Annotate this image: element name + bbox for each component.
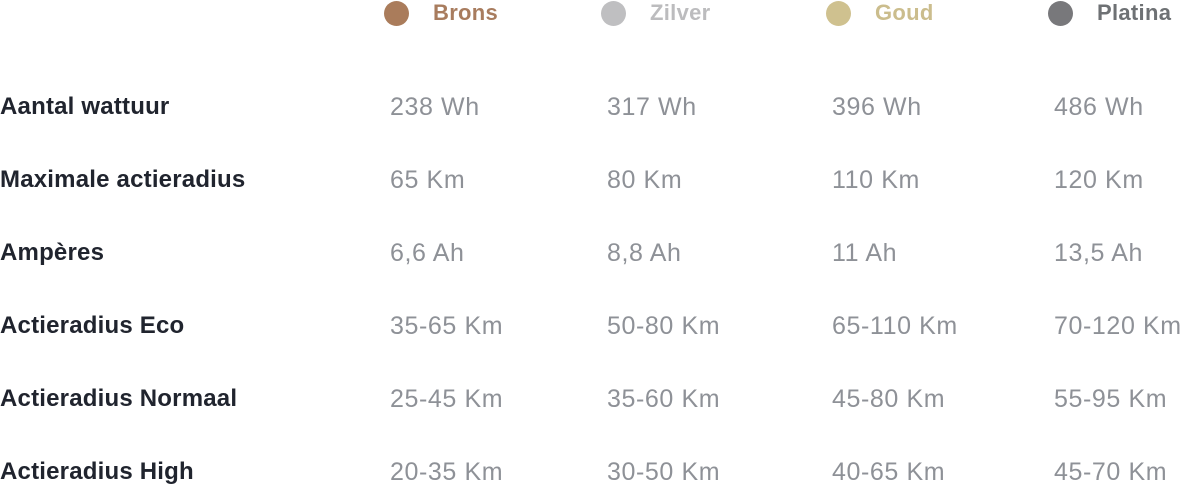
column-header-brons: Brons bbox=[384, 0, 607, 26]
cell-value: 13,5 Ah bbox=[1054, 238, 1144, 267]
table-row-actieradius-high: Actieradius High 20-35 Km 30-50 Km 40-65… bbox=[0, 454, 1200, 487]
table-row-aantal-wattuur: Aantal wattuur 238 Wh 317 Wh 396 Wh 486 … bbox=[0, 89, 1200, 125]
cell-value: 110 Km bbox=[832, 165, 920, 194]
table-row-amperes: Ampères 6,6 Ah 8,8 Ah 11 Ah 13,5 Ah bbox=[0, 235, 1200, 271]
column-header-zilver: Zilver bbox=[601, 0, 832, 26]
row-label: Actieradius High bbox=[0, 458, 194, 485]
cell-value: 80 Km bbox=[607, 165, 683, 194]
row-label: Actieradius Normaal bbox=[0, 385, 238, 412]
cell-value: 70-120 Km bbox=[1054, 311, 1182, 340]
row-label: Maximale actieradius bbox=[0, 166, 246, 193]
cell-value: 120 Km bbox=[1054, 165, 1144, 194]
column-header-label: Zilver bbox=[650, 0, 711, 25]
cell-value: 238 Wh bbox=[390, 92, 480, 121]
row-label: Ampères bbox=[0, 239, 105, 266]
cell-value: 20-35 Km bbox=[390, 457, 504, 486]
table-row-actieradius-eco: Actieradius Eco 35-65 Km 50-80 Km 65-110… bbox=[0, 308, 1200, 344]
cell-value: 11 Ah bbox=[832, 238, 898, 267]
table-row-maximale-actieradius: Maximale actieradius 65 Km 80 Km 110 Km … bbox=[0, 162, 1200, 198]
goud-dot-icon bbox=[826, 0, 851, 26]
column-header-label: Platina bbox=[1097, 0, 1172, 25]
table-row-actieradius-normaal: Actieradius Normaal 25-45 Km 35-60 Km 45… bbox=[0, 381, 1200, 417]
cell-value: 6,6 Ah bbox=[390, 238, 465, 267]
brons-dot-icon bbox=[384, 0, 409, 26]
cell-value: 65 Km bbox=[390, 165, 466, 194]
column-header-label: Brons bbox=[433, 0, 499, 25]
cell-value: 65-110 Km bbox=[832, 311, 958, 340]
row-label: Aantal wattuur bbox=[0, 93, 170, 120]
cell-value: 396 Wh bbox=[832, 92, 922, 121]
cell-value: 35-65 Km bbox=[390, 311, 504, 340]
cell-value: 55-95 Km bbox=[1054, 384, 1168, 413]
cell-value: 40-65 Km bbox=[832, 457, 946, 486]
column-header-platina: Platina bbox=[1048, 0, 1200, 26]
cell-value: 35-60 Km bbox=[607, 384, 721, 413]
platina-dot-icon bbox=[1048, 0, 1073, 26]
row-label: Actieradius Eco bbox=[0, 312, 185, 339]
column-header-label: Goud bbox=[875, 0, 934, 25]
cell-value: 45-80 Km bbox=[832, 384, 946, 413]
cell-value: 45-70 Km bbox=[1054, 457, 1168, 486]
table-header-row: Brons Zilver Goud Platina bbox=[0, 0, 1200, 28]
cell-value: 30-50 Km bbox=[607, 457, 721, 486]
zilver-dot-icon bbox=[601, 0, 626, 26]
cell-value: 486 Wh bbox=[1054, 92, 1144, 121]
cell-value: 317 Wh bbox=[607, 92, 697, 121]
cell-value: 8,8 Ah bbox=[607, 238, 682, 267]
cell-value: 25-45 Km bbox=[390, 384, 504, 413]
cell-value: 50-80 Km bbox=[607, 311, 721, 340]
column-header-goud: Goud bbox=[826, 0, 1054, 26]
